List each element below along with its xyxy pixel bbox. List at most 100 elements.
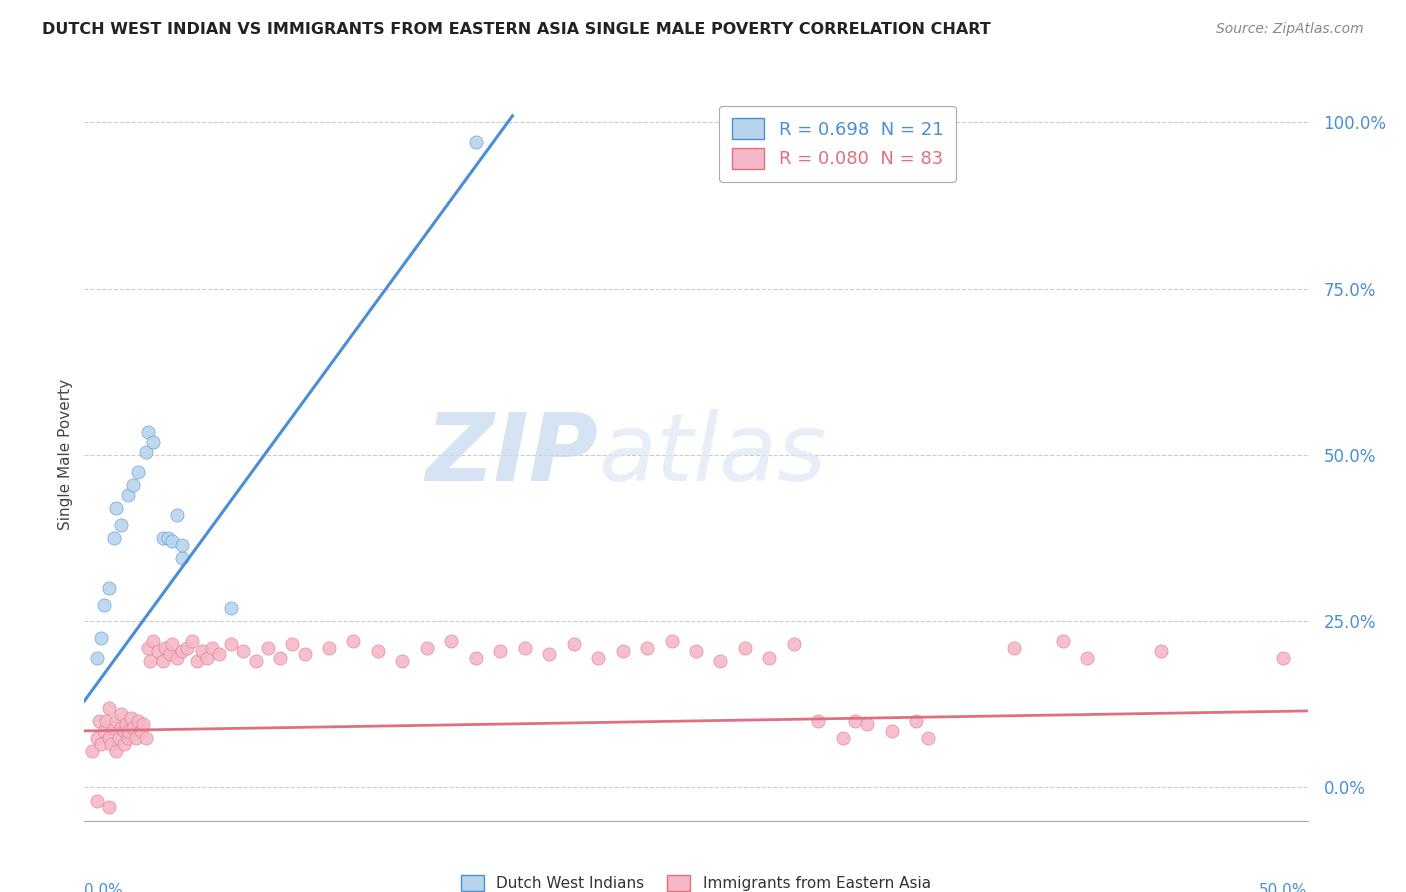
- Point: [831, 731, 853, 745]
- Point: [107, 731, 129, 745]
- Point: [200, 640, 222, 655]
- Point: [1052, 634, 1074, 648]
- Point: [172, 644, 194, 658]
- Point: [562, 637, 585, 651]
- Point: [80, 744, 103, 758]
- Point: [112, 723, 135, 738]
- Point: [136, 425, 159, 439]
- Point: [513, 640, 536, 655]
- Point: [156, 531, 179, 545]
- Point: [734, 640, 756, 655]
- Point: [105, 501, 128, 516]
- Point: [172, 551, 194, 566]
- Point: [367, 644, 389, 658]
- Point: [97, 700, 120, 714]
- Point: [87, 714, 110, 728]
- Point: [153, 640, 176, 655]
- Point: [195, 650, 218, 665]
- Point: [586, 650, 609, 665]
- Point: [166, 650, 188, 665]
- Point: [152, 654, 174, 668]
- Point: [245, 654, 267, 668]
- Point: [105, 714, 128, 728]
- Point: [880, 723, 903, 738]
- Point: [612, 644, 634, 658]
- Point: [219, 600, 242, 615]
- Point: [391, 654, 413, 668]
- Point: [191, 644, 214, 658]
- Point: [125, 731, 148, 745]
- Point: [219, 637, 242, 651]
- Point: [103, 721, 125, 735]
- Point: [110, 517, 132, 532]
- Point: [86, 650, 108, 665]
- Point: [142, 434, 165, 449]
- Point: [269, 650, 291, 665]
- Point: [464, 136, 486, 150]
- Point: [97, 581, 120, 595]
- Point: [135, 731, 157, 745]
- Point: [110, 707, 132, 722]
- Point: [136, 640, 159, 655]
- Point: [166, 508, 188, 522]
- Point: [709, 654, 731, 668]
- Point: [1150, 644, 1173, 658]
- Point: [807, 714, 830, 728]
- Point: [152, 531, 174, 545]
- Point: [159, 648, 181, 662]
- Point: [208, 648, 231, 662]
- Point: [342, 634, 364, 648]
- Point: [112, 737, 135, 751]
- Point: [464, 650, 486, 665]
- Point: [257, 640, 280, 655]
- Point: [186, 654, 208, 668]
- Point: [90, 631, 112, 645]
- Point: [783, 637, 806, 651]
- Point: [685, 644, 707, 658]
- Point: [318, 640, 340, 655]
- Text: 0.0%: 0.0%: [84, 883, 124, 892]
- Point: [93, 598, 115, 612]
- Text: ZIP: ZIP: [425, 409, 598, 501]
- Point: [96, 714, 118, 728]
- Point: [135, 444, 157, 458]
- Point: [127, 465, 149, 479]
- Point: [103, 531, 125, 545]
- Point: [917, 731, 939, 745]
- Point: [115, 717, 138, 731]
- Point: [120, 710, 142, 724]
- Point: [86, 794, 108, 808]
- Point: [122, 721, 145, 735]
- Point: [1272, 650, 1295, 665]
- Text: 50.0%: 50.0%: [1260, 883, 1308, 892]
- Point: [489, 644, 512, 658]
- Point: [100, 737, 122, 751]
- Point: [97, 800, 120, 814]
- Point: [176, 640, 198, 655]
- Point: [162, 637, 184, 651]
- Point: [122, 478, 145, 492]
- Text: DUTCH WEST INDIAN VS IMMIGRANTS FROM EASTERN ASIA SINGLE MALE POVERTY CORRELATIO: DUTCH WEST INDIAN VS IMMIGRANTS FROM EAS…: [42, 22, 991, 37]
- Point: [90, 737, 112, 751]
- Point: [117, 488, 139, 502]
- Point: [1076, 650, 1098, 665]
- Point: [844, 714, 866, 728]
- Point: [117, 731, 139, 745]
- Point: [86, 731, 108, 745]
- Point: [105, 744, 128, 758]
- Point: [440, 634, 463, 648]
- Point: [538, 648, 561, 662]
- Text: atlas: atlas: [598, 409, 827, 500]
- Legend: Dutch West Indians, Immigrants from Eastern Asia: Dutch West Indians, Immigrants from East…: [456, 869, 936, 892]
- Point: [110, 721, 132, 735]
- Point: [162, 534, 184, 549]
- Point: [661, 634, 683, 648]
- Point: [146, 644, 169, 658]
- Point: [416, 640, 439, 655]
- Point: [172, 538, 194, 552]
- Point: [129, 723, 152, 738]
- Point: [93, 723, 115, 738]
- Point: [139, 654, 162, 668]
- Point: [132, 717, 155, 731]
- Y-axis label: Single Male Poverty: Single Male Poverty: [58, 379, 73, 531]
